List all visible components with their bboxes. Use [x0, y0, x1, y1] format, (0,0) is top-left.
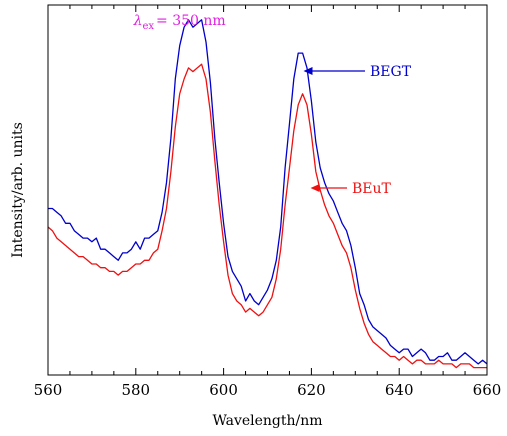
excitation-value: = 350 nm [156, 13, 226, 29]
x-tick-label: 600 [209, 381, 238, 399]
beut-series-label: BEuT [352, 181, 392, 197]
series-line-beut [47, 63, 487, 369]
excitation-subscript: ex [142, 21, 154, 32]
x-tick-label: 620 [297, 381, 326, 399]
plot-frame [47, 4, 488, 376]
ticks-layer [47, 5, 488, 375]
series-layer [47, 19, 488, 369]
x-axis-label: Wavelength/nm [212, 413, 322, 429]
x-tick-label: 660 [473, 381, 502, 399]
beut-arrow-head [310, 184, 320, 192]
excitation-symbol: λ [133, 13, 143, 29]
x-tick-label: 580 [121, 381, 150, 399]
series-line-begt [48, 19, 488, 365]
x-tick-label: 640 [385, 381, 414, 399]
y-axis-label: Intensity/arb. units [10, 122, 26, 258]
excitation-annotation: λex = 350 nm [133, 13, 226, 32]
begt-arrow-head [303, 67, 313, 75]
begt-series-label: BEGT [370, 64, 412, 80]
labels-layer: 560 580 600 620 640 660 [34, 381, 502, 399]
x-tick-label: 560 [34, 381, 63, 399]
